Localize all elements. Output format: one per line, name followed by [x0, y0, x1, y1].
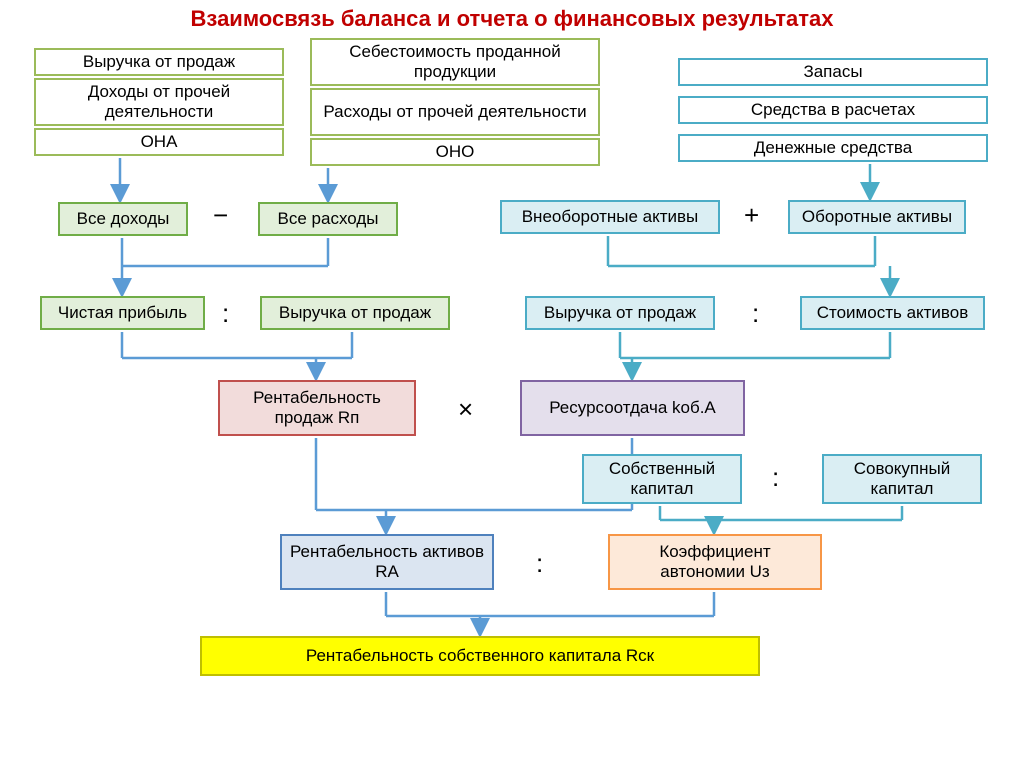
node-e2: Выручка от продаж	[260, 296, 450, 330]
node-c3: Денежные средства	[678, 134, 988, 162]
operator-4: ×	[458, 394, 473, 425]
node-a2: Доходы от прочей деятельности	[34, 78, 284, 126]
node-i1: Рентабельность собственного капитала Rск	[200, 636, 760, 676]
diagram-title: Взаимосвязь баланса и отчета о финансовы…	[0, 6, 1024, 32]
node-d2: Все расходы	[258, 202, 398, 236]
operator-1: +	[744, 200, 759, 231]
node-c2: Средства в расчетах	[678, 96, 988, 124]
operator-0: −	[213, 200, 228, 231]
node-b3: ОНО	[310, 138, 600, 166]
node-e4: Стоимость активов	[800, 296, 985, 330]
node-h2: Коэффициент автономии Uз	[608, 534, 822, 590]
node-f1: Рентабельность продаж Rп	[218, 380, 416, 436]
node-b1: Себестоимость проданной продукции	[310, 38, 600, 86]
node-e3: Выручка от продаж	[525, 296, 715, 330]
operator-5: :	[772, 462, 779, 493]
operator-2: :	[222, 298, 229, 329]
node-d1: Все доходы	[58, 202, 188, 236]
operator-6: :	[536, 548, 543, 579]
node-g1: Собственный капитал	[582, 454, 742, 504]
node-e1: Чистая прибыль	[40, 296, 205, 330]
node-c1: Запасы	[678, 58, 988, 86]
node-b2: Расходы от прочей деятельности	[310, 88, 600, 136]
node-h1: Рентабельность активов RА	[280, 534, 494, 590]
node-a3: ОНА	[34, 128, 284, 156]
node-d4: Оборотные активы	[788, 200, 966, 234]
node-g2: Совокупный капитал	[822, 454, 982, 504]
operator-3: :	[752, 298, 759, 329]
node-f2: Ресурсоотдача kоб.А	[520, 380, 745, 436]
node-d3: Внеоборотные активы	[500, 200, 720, 234]
node-a1: Выручка от продаж	[34, 48, 284, 76]
